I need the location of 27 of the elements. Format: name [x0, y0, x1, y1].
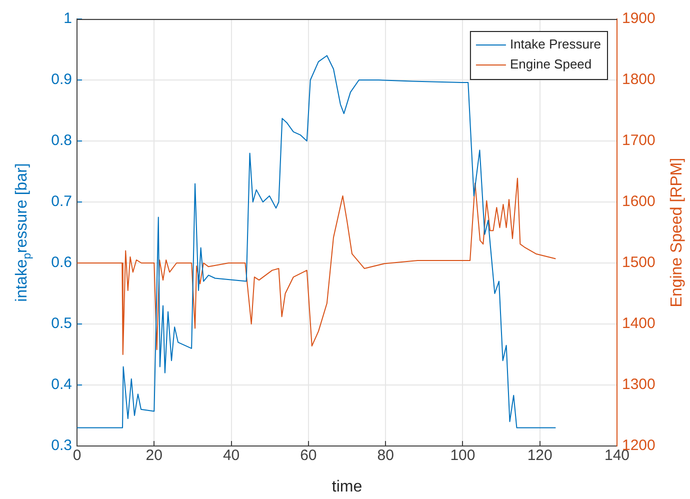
- x-tick-label: 20: [146, 447, 162, 464]
- y-tick-label: 0.8: [51, 132, 72, 150]
- y-tick-label: 0.6: [51, 254, 72, 272]
- y2-tick-label: 1300: [622, 376, 656, 394]
- y2-tick-label: 1500: [622, 254, 656, 272]
- x-tick-label: 80: [377, 447, 394, 464]
- x-tick-label: 100: [450, 447, 476, 464]
- y2-axis-title: Engine Speed [RPM]: [668, 158, 686, 308]
- y2-tick-label: 1400: [622, 315, 656, 332]
- y2-tick-label: 1800: [622, 71, 656, 88]
- y-tick-label: 0.5: [51, 315, 72, 332]
- x-axis-title: time: [332, 478, 362, 496]
- y-axis-title: intakepressure [bar]: [13, 163, 34, 302]
- x-tick-label: 120: [527, 447, 552, 464]
- y2-tick-label: 1900: [622, 10, 656, 28]
- y-tick-label: 0.4: [51, 376, 72, 394]
- y-tick-label: 0.3: [51, 437, 72, 454]
- x-tick-label: 40: [222, 447, 240, 464]
- y-tick-label: 1: [64, 10, 72, 28]
- y2-tick-label: 1600: [622, 193, 656, 210]
- x-tick-label: 60: [300, 447, 317, 464]
- y2-tick-label: 1700: [622, 132, 656, 150]
- legend-label: Engine Speed: [510, 56, 592, 72]
- y-tick-label: 0.9: [51, 71, 72, 88]
- y-tick-label: 0.7: [51, 193, 72, 210]
- legend-label: Intake Pressure: [510, 36, 601, 52]
- x-tick-label: 0: [72, 447, 82, 464]
